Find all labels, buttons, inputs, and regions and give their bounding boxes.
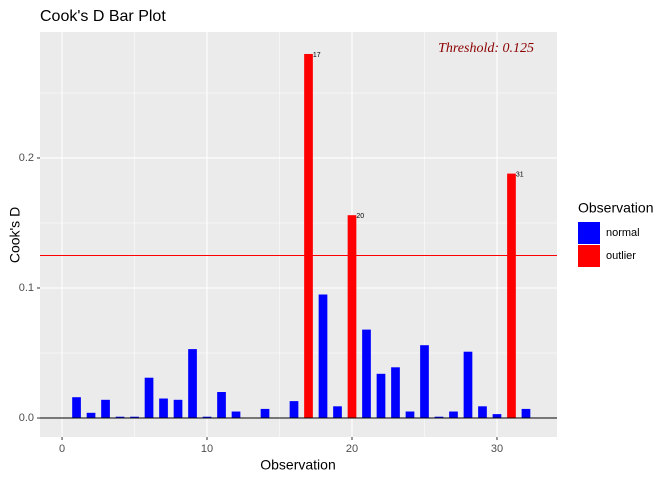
bar — [231, 411, 241, 419]
bar — [86, 412, 96, 419]
bar — [101, 399, 110, 419]
bar — [115, 416, 125, 419]
legend-label: normal — [606, 227, 640, 239]
legend-title: Observation — [578, 200, 653, 216]
x-tick-label: 20 — [346, 443, 358, 455]
y-tick-label: 0.1 — [19, 282, 34, 294]
legend-key — [578, 245, 600, 267]
bar — [260, 408, 270, 419]
bar — [463, 351, 473, 419]
x-tick-label: 30 — [491, 443, 503, 455]
bar — [188, 349, 197, 419]
bar — [362, 329, 371, 419]
bar — [391, 367, 400, 419]
data-label: 31 — [516, 171, 524, 178]
bar — [289, 401, 299, 419]
x-tick-label: 0 — [59, 443, 65, 455]
bar — [333, 406, 342, 419]
bar — [318, 294, 328, 419]
bar — [434, 416, 444, 419]
legend-key — [578, 222, 600, 244]
bar — [449, 411, 458, 419]
data-label: 20 — [356, 213, 364, 220]
bar — [507, 173, 516, 419]
bar — [202, 416, 212, 419]
data-label: 17 — [313, 52, 321, 59]
bar — [72, 397, 81, 419]
bar — [521, 408, 531, 419]
bar — [376, 373, 386, 419]
bar — [130, 416, 139, 419]
threshold-label: Threshold: 0.125 — [438, 41, 534, 56]
legend-label: outlier — [606, 250, 636, 262]
bar — [420, 345, 429, 419]
y-tick-label: 0.2 — [19, 152, 34, 164]
bar — [217, 392, 226, 419]
bar — [304, 53, 313, 419]
bar — [159, 398, 168, 419]
y-axis-label: Cook's D — [7, 207, 23, 263]
bar — [347, 215, 357, 419]
y-tick-label: 0.0 — [19, 412, 34, 424]
bar — [478, 406, 487, 419]
x-tick-label: 10 — [201, 443, 213, 455]
bar — [492, 414, 502, 419]
bar — [173, 399, 183, 419]
bar — [405, 411, 415, 419]
x-axis-label: Observation — [260, 457, 335, 473]
bar — [144, 377, 154, 419]
chart-title: Cook's D Bar Plot — [40, 8, 166, 25]
